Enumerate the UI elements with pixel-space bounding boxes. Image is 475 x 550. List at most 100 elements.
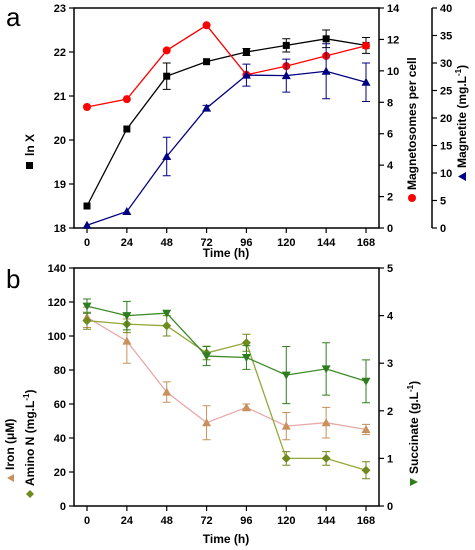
panel-b-series-1-point <box>321 453 331 463</box>
panel-a-right1-ytick-label: 12 <box>387 34 399 46</box>
panel-a-left-ytick-label: 19 <box>54 179 66 191</box>
panel-b-series-2-point <box>321 365 331 374</box>
panel-b-series-0-point <box>202 418 212 427</box>
panel-b-series-0-point <box>122 336 132 345</box>
panel-a-right2-ytick-label: 30 <box>440 58 452 70</box>
panel-a-series-2-point <box>361 77 371 86</box>
panel-a-series-1-point <box>162 46 171 55</box>
panel-a-series-0-point <box>322 35 330 43</box>
panel-a-series-1-point <box>362 41 370 50</box>
panel-a-right2-ytick-label: 0 <box>440 223 446 235</box>
panel-a-series-1-point <box>122 95 131 104</box>
panel-a-right2-ytick-label: 25 <box>440 86 452 98</box>
panel-a-series-0-point <box>163 72 171 80</box>
panel-b-series-2-point <box>361 377 371 386</box>
panel-b-xtick-label: 168 <box>357 515 375 527</box>
panel-a-ylabel-right1: Magnetosomes per cell <box>405 57 419 202</box>
panel-b-right-ytick-label: 5 <box>387 263 393 275</box>
panel-a-marks <box>82 21 371 229</box>
panel-b-left-ytick-label: 80 <box>54 365 66 377</box>
panel-b-right-ytick-label: 4 <box>387 311 394 323</box>
panel-a-right2-ytick-label: 40 <box>440 3 452 15</box>
panel-b-ylabel-succinate: Succinate (g.L-1) <box>406 381 421 486</box>
panel-a-right1-ytick-label: 0 <box>387 223 393 235</box>
panel-b-right-ytick-label: 2 <box>387 406 393 418</box>
panel-b-series-2-point <box>162 309 172 318</box>
panel-a-xlabel: Time (h) <box>203 246 249 260</box>
panel-a-series-0-point <box>203 58 211 66</box>
panel-a-series-1-point <box>202 21 211 30</box>
panel-b-left-ytick-label: 60 <box>54 399 66 411</box>
panel-b-series-1-point <box>162 321 172 331</box>
panel-b: b 0 24 48 72 96 120 144 16802040608010012014001… <box>3 263 421 546</box>
panel-a-series-1-line <box>86 24 367 108</box>
panel-b-series-0-point <box>361 425 371 433</box>
panel-b-left-ytick-label: 0 <box>60 501 66 513</box>
panel-b-ylabel-iron: Iron (μM) <box>3 419 17 482</box>
panel-a-series-0-line <box>86 38 367 207</box>
panel-b-right-ytick-label: 3 <box>387 358 393 370</box>
panel-b-xlabel: Time (h) <box>203 532 249 546</box>
aminon-legend-diamond <box>26 490 34 498</box>
panel-b-series-2-point <box>122 312 132 321</box>
panel-a-xtick-label: 24 <box>121 237 134 249</box>
panel-b-xtick-label: 120 <box>277 515 295 527</box>
panel-b-xtick-label: 96 <box>240 515 252 527</box>
panel-b-series-0-point <box>321 418 331 427</box>
panel-a-ylabel-left: ln X <box>23 134 37 169</box>
panel-b-series-0-point <box>281 421 291 430</box>
panel-b-xtick-label: 144 <box>317 515 336 527</box>
panel-a-left-ytick-label: 20 <box>54 135 66 147</box>
svg-text:Magnetosomes per cell: Magnetosomes per cell <box>405 57 419 190</box>
panel-a-series-0-point <box>123 125 131 133</box>
panel-b-right-ytick-label: 0 <box>387 501 393 513</box>
panel-b-series-2-line <box>86 305 367 382</box>
panel-b-series-0-line <box>86 316 367 431</box>
panel-b-series-1-point <box>281 453 291 463</box>
panel-a-series-0-point <box>83 202 91 210</box>
magnetosomes-legend-circle <box>408 194 416 202</box>
panel-b-marks <box>82 298 371 480</box>
panel-a-right2-ytick-label: 15 <box>440 141 452 153</box>
panel-a-xtick-label: 168 <box>357 237 375 249</box>
panel-a-right1-ytick-label: 6 <box>387 129 393 141</box>
panel-a-xtick-label: 144 <box>317 237 336 249</box>
panel-a-series-2-point <box>202 103 212 112</box>
iron-legend-triangle <box>7 474 14 482</box>
panel-a-left-ytick-label: 23 <box>54 3 66 15</box>
panel-a-left-ytick-label: 22 <box>54 47 66 59</box>
panel-b-xtick-label: 48 <box>161 515 173 527</box>
panel-a-right2-ytick-label: 5 <box>440 196 446 208</box>
panel-b-series-0-point <box>162 387 172 396</box>
panel-a-left-ytick-label: 21 <box>54 91 66 103</box>
panel-b-series-2-point <box>281 371 291 380</box>
panel-a: a 0 24 48 72 96 120 144 16818192021222302468101… <box>6 2 469 260</box>
panel-a-frame <box>73 7 380 229</box>
panel-b-left-ytick-label: 40 <box>54 433 66 445</box>
panel-a-series-2-point <box>241 70 251 79</box>
panel-b-series-1-point <box>361 465 371 475</box>
panel-a-right2-ytick-label: 10 <box>440 168 452 180</box>
panel-b-series-1-point <box>241 338 251 348</box>
panel-a-label: a <box>6 2 21 32</box>
panel-a-right2-ytick-label: 20 <box>440 113 452 125</box>
panel-a-right2-ytick-label: 35 <box>440 31 452 43</box>
panel-b-frame <box>73 267 380 507</box>
panel-a-right1-ytick-label: 2 <box>387 192 393 204</box>
panel-a-right1-ytick-label: 10 <box>387 66 399 78</box>
panel-a-right1-ytick-label: 4 <box>387 160 394 172</box>
panel-a-series-0-point <box>242 48 250 56</box>
svg-text:Iron (μM): Iron (μM) <box>3 419 17 470</box>
panel-b-series-1-line <box>86 320 367 471</box>
panel-b-xtick-label: 0 <box>84 515 90 527</box>
panel-b-left-ytick-label: 120 <box>48 297 66 309</box>
panel-a-xtick-label: 72 <box>200 237 212 249</box>
panel-a-xtick-label: 48 <box>161 237 173 249</box>
panel-b-left-ytick-label: 140 <box>48 263 66 275</box>
panel-a-ylabel-right2: Magnetite (mg.L-1) <box>454 65 469 181</box>
panel-b-right-ytick-label: 1 <box>387 453 393 465</box>
panel-b-xtick-label: 72 <box>200 515 212 527</box>
panel-a-series-2-point <box>321 66 331 75</box>
magnetite-legend-triangle <box>458 172 466 181</box>
